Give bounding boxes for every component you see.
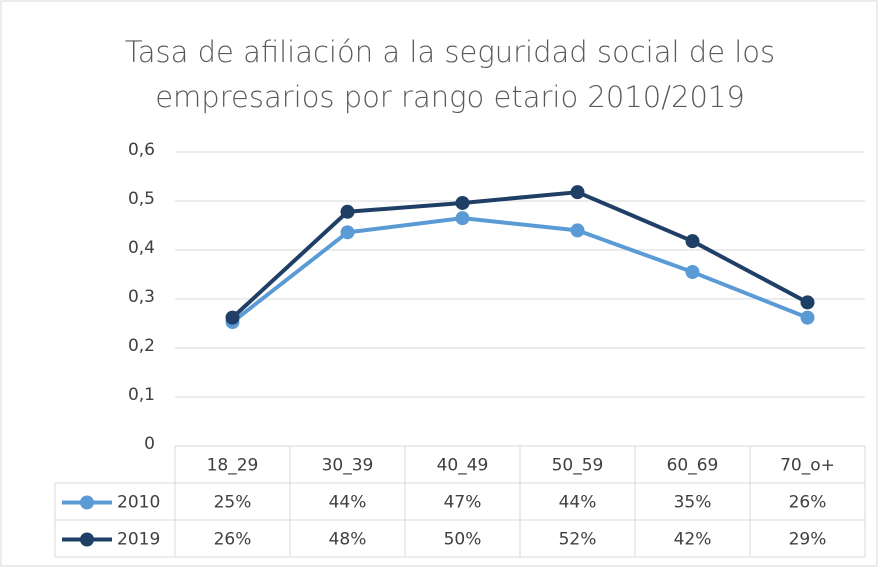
chart-title: Tasa de afiliación a la seguridad social…: [124, 35, 776, 114]
x-tick-label: 30_39: [322, 456, 374, 476]
data-point: [685, 234, 700, 249]
y-tick-label: 0,5: [128, 189, 155, 209]
table-value: 50%: [444, 530, 482, 550]
y-tick-label: 0,2: [128, 336, 155, 356]
table-value: 48%: [329, 530, 367, 550]
series-line: [231, 216, 809, 324]
data-point: [800, 295, 815, 310]
data-point: [225, 310, 240, 325]
legend-label: 2010: [117, 493, 160, 513]
table-value: 29%: [789, 530, 827, 550]
legend-marker: [80, 495, 94, 510]
data-point: [800, 310, 815, 325]
data-point: [340, 225, 355, 240]
x-tick-label: 18_29: [207, 456, 259, 476]
table-value: 35%: [674, 493, 712, 513]
data-point: [340, 204, 355, 219]
y-tick-label: 0,3: [128, 287, 155, 307]
table-value: 52%: [559, 530, 597, 550]
x-tick-label: 70_o+: [780, 456, 835, 476]
y-tick-label: 0,1: [128, 385, 155, 405]
table-value: 47%: [444, 493, 482, 513]
series-line: [231, 190, 809, 320]
table-value: 42%: [674, 530, 712, 550]
data-point: [570, 223, 585, 238]
data-point: [685, 265, 700, 280]
table-value: 26%: [214, 530, 252, 550]
x-tick-label: 50_59: [552, 456, 604, 476]
table-value: 26%: [789, 493, 827, 513]
y-tick-label: 0,6: [128, 140, 155, 160]
data-point: [570, 185, 585, 200]
legend-marker: [80, 532, 94, 547]
data-point: [455, 195, 470, 210]
legend-label: 2019: [117, 530, 160, 550]
x-tick-label: 60_69: [667, 456, 719, 476]
table-value: 25%: [214, 493, 252, 513]
table-value: 44%: [559, 493, 597, 513]
y-tick-label: 0,4: [128, 238, 155, 258]
table-value: 44%: [329, 493, 367, 513]
x-tick-label: 40_49: [437, 456, 489, 476]
y-tick-label: 0: [144, 434, 155, 454]
data-point: [455, 211, 470, 226]
